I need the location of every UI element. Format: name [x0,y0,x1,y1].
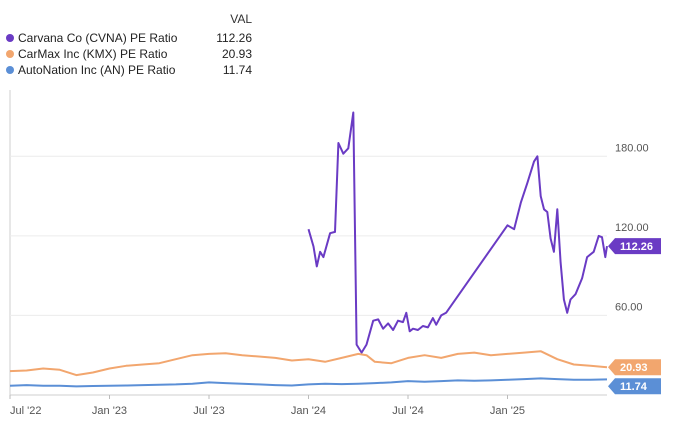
legend-entry-an[interactable]: AutoNation Inc (AN) PE Ratio 11.74 [6,62,266,78]
series-line-2 [9,377,608,388]
y-tick-label: 180.00 [615,142,649,154]
x-tick-label: Jan '23 [92,405,127,417]
end-value-label-2: 11.74 [620,381,648,393]
end-value-badge-0 [608,238,661,255]
x-tick-label: Jul '23 [193,405,224,417]
end-value-badge-2 [608,378,661,395]
end-value-label-0: 112.26 [620,241,653,253]
legend-entry-name: AutoNation Inc (AN) PE Ratio [18,63,176,77]
x-tick-label: Jul '22 [10,405,41,417]
end-value-badge-1 [608,359,661,376]
legend-entry-cvna[interactable]: Carvana Co (CVNA) PE Ratio 112.26 [6,30,266,46]
x-tick-label: Jul '24 [392,405,423,417]
series-line-0 [307,111,608,354]
legend-dot-icon [6,34,14,42]
y-tick-label: 60.00 [615,301,643,313]
end-value-label-1: 20.93 [620,362,648,374]
legend-dot-icon [6,50,14,58]
legend-dot-icon [6,66,14,74]
y-tick-label: 120.00 [615,222,649,234]
x-tick-label: Jan '25 [490,405,525,417]
legend-entry-kmx[interactable]: CarMax Inc (KMX) PE Ratio 20.93 [6,46,266,62]
legend-entry-value: 112.26 [216,31,252,45]
legend-value-header: VAL [230,12,252,26]
series-line-1 [9,350,608,377]
legend-entry-value: 20.93 [221,47,252,61]
chart-legend: VAL Carvana Co (CVNA) PE Ratio 112.26 Ca… [0,0,700,90]
x-tick-label: Jan '24 [291,405,326,417]
legend-entry-value: 11.74 [222,63,252,77]
legend-entry-name: CarMax Inc (KMX) PE Ratio [18,47,168,61]
legend-entry-name: Carvana Co (CVNA) PE Ratio [18,31,178,45]
